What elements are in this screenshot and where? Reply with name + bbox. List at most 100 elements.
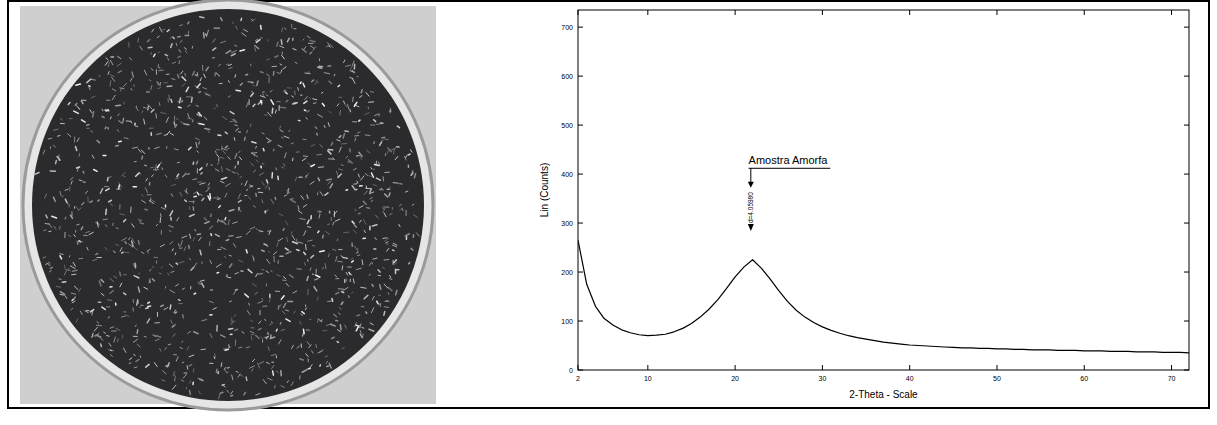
grain: [260, 71, 263, 73]
grain: [310, 40, 315, 41]
grain: [256, 40, 260, 43]
x-tick-label: 10: [644, 375, 652, 382]
grain: [200, 183, 205, 185]
grain: [57, 135, 60, 137]
grain: [275, 291, 279, 292]
grain: [318, 178, 319, 181]
grain: [304, 252, 306, 254]
grain: [382, 137, 385, 139]
grain: [196, 105, 198, 107]
x-tick-label: 60: [1080, 375, 1088, 382]
grain: [336, 320, 338, 322]
grain: [174, 374, 175, 377]
grain: [337, 239, 339, 241]
grain: [226, 50, 231, 53]
grain: [319, 65, 323, 67]
grain: [224, 369, 227, 373]
grain: [214, 28, 219, 29]
grain: [117, 130, 118, 132]
grain: [185, 200, 187, 201]
grain: [208, 187, 210, 188]
y-tick: [1184, 370, 1189, 371]
grain: [165, 54, 167, 55]
grain: [85, 191, 88, 193]
grain: [328, 181, 331, 184]
grain: [356, 252, 358, 254]
grain: [189, 234, 190, 238]
grain: [97, 222, 99, 227]
grain: [340, 325, 342, 330]
grain: [372, 296, 374, 300]
grain: [346, 156, 348, 158]
grain: [133, 336, 137, 337]
grain: [208, 183, 209, 185]
grain: [124, 293, 126, 295]
grain: [169, 264, 172, 267]
grain: [87, 247, 88, 250]
grain: [118, 56, 121, 58]
grain: [361, 176, 364, 180]
grain: [269, 294, 271, 297]
grain: [184, 247, 186, 251]
grain: [280, 304, 282, 307]
grain: [146, 307, 149, 309]
annotation: Amostra Amorfa: [749, 154, 829, 166]
grain: [396, 290, 397, 294]
grain: [348, 266, 352, 267]
grain: [276, 168, 277, 170]
grain: [388, 193, 390, 196]
grain: [90, 201, 92, 202]
x-tick: [822, 365, 823, 370]
grain: [131, 88, 132, 90]
grain: [387, 189, 390, 190]
grain: [163, 371, 166, 374]
grain: [261, 298, 263, 299]
grain: [371, 308, 373, 313]
grain: [59, 278, 61, 279]
grain: [248, 269, 252, 272]
grain: [353, 230, 356, 233]
grain: [217, 272, 219, 274]
grain: [301, 344, 302, 347]
grain: [281, 107, 286, 108]
grain: [79, 288, 81, 292]
grain: [165, 205, 167, 207]
grain: [267, 259, 270, 263]
grain: [271, 322, 273, 323]
grain: [100, 344, 102, 347]
grain: [346, 189, 348, 191]
grain: [255, 39, 257, 41]
grain: [89, 85, 90, 87]
grain: [251, 337, 253, 340]
grain: [292, 235, 295, 240]
x-tick: [996, 365, 997, 370]
grain: [294, 311, 296, 313]
grain: [122, 238, 127, 241]
grain: [61, 119, 63, 121]
grain: [141, 305, 143, 306]
grain: [277, 176, 279, 179]
grain: [252, 369, 253, 371]
grain: [86, 310, 89, 311]
grain: [282, 311, 285, 314]
grain: [324, 126, 326, 128]
grain: [209, 242, 210, 246]
grain: [192, 382, 194, 384]
grain: [57, 286, 61, 288]
grain: [183, 288, 185, 289]
grain: [144, 336, 146, 338]
grain: [122, 335, 123, 338]
grain: [210, 289, 212, 290]
grain: [311, 165, 315, 167]
grain: [408, 153, 410, 155]
photo-panel: [20, 0, 436, 410]
grain: [378, 275, 381, 276]
grain: [406, 210, 407, 215]
grain: [214, 108, 215, 110]
grain: [178, 299, 180, 301]
grain: [201, 349, 205, 351]
grain: [246, 102, 248, 107]
grain: [140, 356, 142, 358]
grain: [122, 251, 123, 253]
grain: [45, 194, 47, 198]
